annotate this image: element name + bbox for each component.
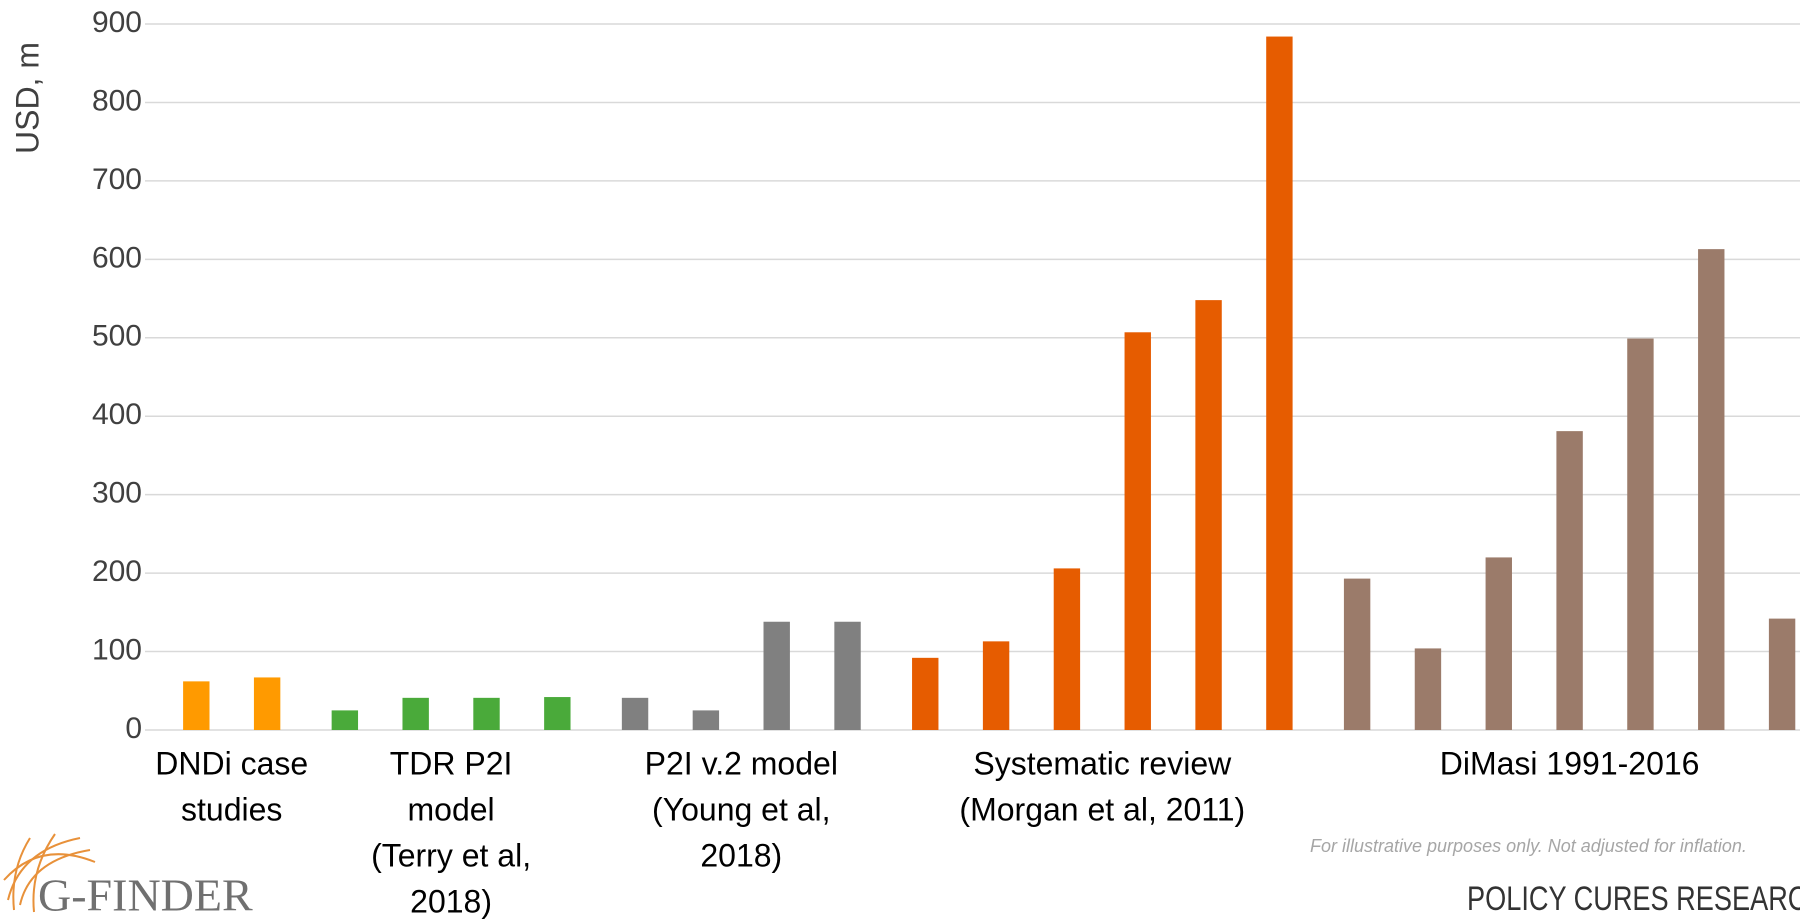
bar <box>1124 332 1151 730</box>
brand-left: G-FINDER <box>38 870 253 921</box>
bar <box>1768 618 1796 730</box>
y-tick-label: 500 <box>92 320 142 353</box>
y-tick-label: 400 <box>92 398 142 431</box>
group-label: TDR P2I <box>390 745 513 781</box>
bar <box>1698 249 1725 730</box>
bar <box>1343 578 1371 730</box>
group-label: 2018) <box>700 837 782 873</box>
y-tick-label: 700 <box>92 163 142 196</box>
y-tick-label: 200 <box>92 555 142 588</box>
group-label: DNDi case <box>155 745 308 781</box>
bar <box>402 697 429 730</box>
bar <box>1195 300 1222 730</box>
bar <box>183 681 210 730</box>
brand-right: POLICY CURES RESEARCH <box>1467 880 1800 918</box>
group-label: studies <box>181 791 282 827</box>
y-axis-label: USD, m <box>9 42 45 154</box>
y-tick-label: 600 <box>92 241 142 274</box>
y-tick-label: 100 <box>92 633 142 666</box>
group-label: Systematic review <box>973 745 1232 781</box>
bar <box>1556 431 1583 730</box>
y-tick-label: 300 <box>92 477 142 510</box>
bar <box>1414 648 1442 730</box>
logo-globe <box>3 833 96 913</box>
bar <box>1485 557 1512 730</box>
bar <box>763 621 790 730</box>
y-tick-label: 800 <box>92 84 142 117</box>
group-label: (Morgan et al, 2011) <box>959 791 1245 827</box>
y-tick-label: 0 <box>125 712 142 745</box>
bar <box>621 697 649 730</box>
bar <box>473 697 500 730</box>
group-label: DiMasi 1991-2016 <box>1440 745 1700 781</box>
bar <box>1053 568 1081 730</box>
group-label: (Terry et al, <box>371 837 531 873</box>
group-label: 2018) <box>410 883 492 919</box>
bar <box>331 710 359 730</box>
bar <box>1266 36 1293 731</box>
note: For illustrative purposes only. Not adju… <box>1310 836 1747 856</box>
bar <box>544 697 571 730</box>
y-tick-label: 900 <box>92 6 142 39</box>
bar <box>982 641 1010 730</box>
bar <box>1627 338 1654 730</box>
bar <box>834 621 861 730</box>
group-label: (Young et al, <box>652 791 831 827</box>
bar <box>912 657 939 730</box>
bar <box>253 677 281 730</box>
group-label: P2I v.2 model <box>645 745 838 781</box>
group-label: model <box>408 791 495 827</box>
bar <box>692 710 720 730</box>
